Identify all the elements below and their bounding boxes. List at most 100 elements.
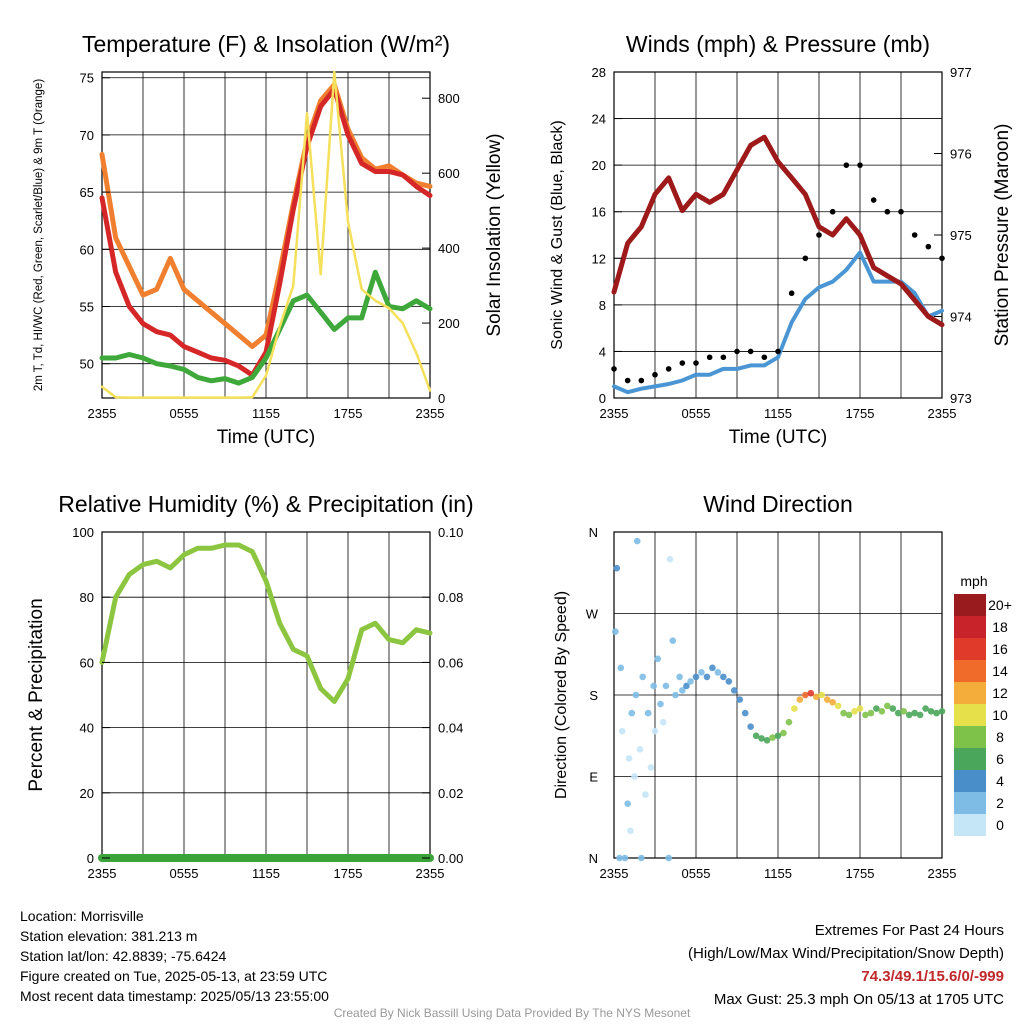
direction-point [618, 727, 626, 735]
colorbar-label: 4 [996, 773, 1004, 789]
direction-point [617, 664, 625, 672]
x-tick-label: 1755 [846, 866, 875, 881]
recent-data-text: Most recent data timestamp: 2025/05/13 2… [20, 988, 329, 1004]
direction-point [631, 773, 638, 780]
direction-point [791, 705, 798, 712]
y2-tick-label: 800 [438, 91, 460, 106]
direction-point [698, 669, 705, 676]
colorbar-label: 20+ [988, 597, 1012, 613]
direction-point [752, 732, 760, 740]
y-axis-label: Sonic Wind & Gust (Blue, Black) [549, 120, 566, 349]
direction-point [736, 696, 744, 703]
direction-point [878, 708, 886, 715]
y-tick-label: E [589, 770, 598, 785]
y-tick-label: W [586, 607, 599, 622]
x-tick-label: 2355 [600, 866, 629, 881]
series-solar [100, 70, 432, 399]
direction-point [633, 537, 641, 545]
y-tick-label: 24 [592, 112, 606, 127]
gust-point [734, 348, 740, 355]
direction-point [894, 709, 902, 717]
colorbar-swatch [954, 682, 986, 704]
direction-point [884, 702, 891, 710]
direction-point [665, 854, 672, 862]
colorbar-label: 6 [996, 751, 1004, 767]
y2-tick-label: 0 [438, 391, 445, 406]
gust-point [611, 366, 617, 372]
direction-point [669, 637, 677, 644]
direction-point [774, 732, 782, 740]
direction-point [730, 687, 738, 694]
gust-point [638, 377, 645, 384]
y-tick-label: 55 [80, 299, 94, 314]
extremes-values: 74.3/49.1/15.6/0/-999 [861, 968, 1004, 985]
gust-point [747, 348, 754, 355]
x-axis-label: Time (UTC) [729, 427, 828, 448]
direction-point [714, 669, 722, 676]
x-tick-label: 1155 [764, 866, 792, 881]
gust-point [843, 162, 850, 168]
x-axis-label: Time (UTC) [217, 427, 316, 448]
direction-point [632, 691, 640, 699]
direction-point [916, 711, 924, 719]
direction-point [613, 564, 621, 572]
series-wind [612, 250, 944, 395]
credit-text: Created By Nick Bassill Using Data Provi… [333, 1006, 691, 1020]
direction-point [621, 854, 629, 862]
colorbar-label: 2 [996, 795, 1004, 811]
direction-point [856, 705, 864, 712]
direction-point [785, 718, 793, 726]
direction-point [927, 708, 935, 715]
x-tick-label: 2355 [88, 406, 117, 421]
direction-point [938, 708, 946, 715]
location-text: Location: Morrisville [20, 908, 144, 924]
y2-tick-label: 976 [950, 147, 972, 162]
gust-point [925, 243, 932, 250]
extremes-title: Extremes For Past 24 Hours [814, 922, 1004, 939]
y-tick-label: S [589, 688, 598, 703]
direction-point [662, 682, 670, 690]
direction-point [796, 696, 804, 703]
direction-point [676, 673, 683, 681]
direction-point [636, 746, 644, 753]
gust-point [829, 208, 836, 215]
direction-point [709, 664, 716, 672]
colorbar-label: 16 [992, 641, 1008, 657]
direction-point [639, 673, 646, 681]
direction-point [818, 691, 826, 699]
colorbar-label: 12 [992, 685, 1008, 701]
series-td [99, 269, 433, 386]
y2-tick-label: 0.06 [438, 655, 463, 670]
gust-point [679, 360, 686, 366]
y2-tick-label: 0.04 [438, 721, 463, 736]
y2-axis-label: Solar Insolation (Yellow) [484, 133, 505, 336]
y-tick-label: 70 [80, 128, 94, 143]
y-tick-label: 12 [592, 251, 606, 266]
latlon-text: Station lat/lon: 42.8839; -75.6424 [20, 948, 227, 964]
direction-point [659, 718, 667, 726]
y-tick-label: N [589, 525, 598, 540]
x-tick-label: 2355 [416, 866, 445, 881]
gust-point [788, 290, 795, 297]
direction-point [812, 693, 820, 701]
direction-point [862, 711, 869, 719]
gust-point [624, 377, 631, 384]
gust-point [870, 197, 877, 203]
direction-point [672, 691, 679, 699]
colorbar-swatch [954, 660, 986, 682]
y2-tick-label: 974 [950, 310, 972, 325]
x-tick-label: 0555 [682, 406, 711, 421]
series-pressure [611, 134, 945, 328]
y-tick-label: 50 [80, 357, 94, 372]
direction-point [802, 691, 809, 699]
y2-tick-label: 977 [950, 65, 972, 80]
y-tick-label: 28 [592, 65, 606, 80]
y2-tick-label: 0.10 [438, 525, 463, 540]
y-tick-label: 75 [80, 71, 94, 86]
x-tick-label: 1155 [252, 866, 280, 881]
colorbar-swatch [954, 814, 986, 836]
direction-point [628, 709, 636, 717]
elevation-text: Station elevation: 381.213 m [20, 928, 198, 944]
gust-point [665, 366, 672, 372]
colorbar-label: 14 [992, 663, 1008, 679]
